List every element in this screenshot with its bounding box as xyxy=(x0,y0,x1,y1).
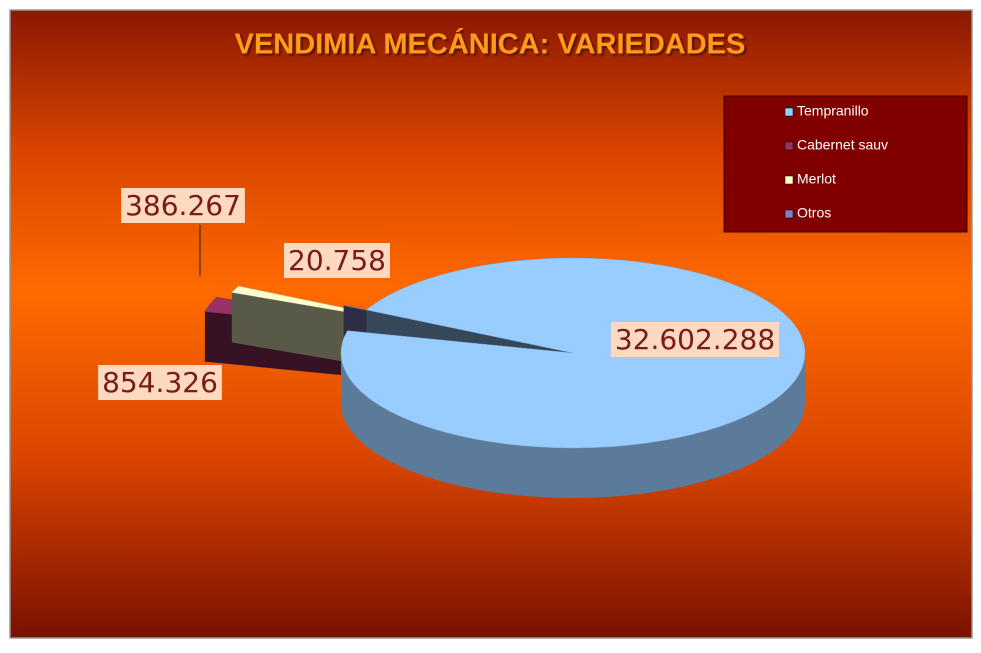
legend-swatch xyxy=(784,209,794,219)
slice-side xyxy=(341,352,805,498)
data-label: 386.267 xyxy=(125,189,241,222)
legend-label: Merlot xyxy=(797,171,836,187)
legend-entries: Tempranillo Cabernet sauv Merlot Otros xyxy=(784,103,888,221)
data-label: 20.758 xyxy=(288,244,386,277)
legend-label: Tempranillo xyxy=(797,103,869,119)
legend-label: Cabernet sauv xyxy=(797,137,888,153)
legend-label: Otros xyxy=(797,205,831,221)
chart-title: VENDIMIA MECÁNICA: VARIEDADES xyxy=(235,27,746,61)
data-label-box xyxy=(284,243,390,278)
slice xyxy=(340,257,806,449)
data-label-box xyxy=(98,365,222,400)
data-label-box xyxy=(121,188,245,223)
legend xyxy=(723,95,968,233)
data-label-box xyxy=(610,322,780,357)
data-label: 32.602.288 xyxy=(615,323,775,356)
data-labels: 32.602.288 854.326 386.267 20.758 xyxy=(98,188,780,400)
legend-swatch xyxy=(784,141,794,151)
legend-swatch xyxy=(784,175,794,185)
legend-swatch xyxy=(784,107,794,117)
pie xyxy=(204,257,806,498)
data-label: 854.326 xyxy=(102,366,218,399)
